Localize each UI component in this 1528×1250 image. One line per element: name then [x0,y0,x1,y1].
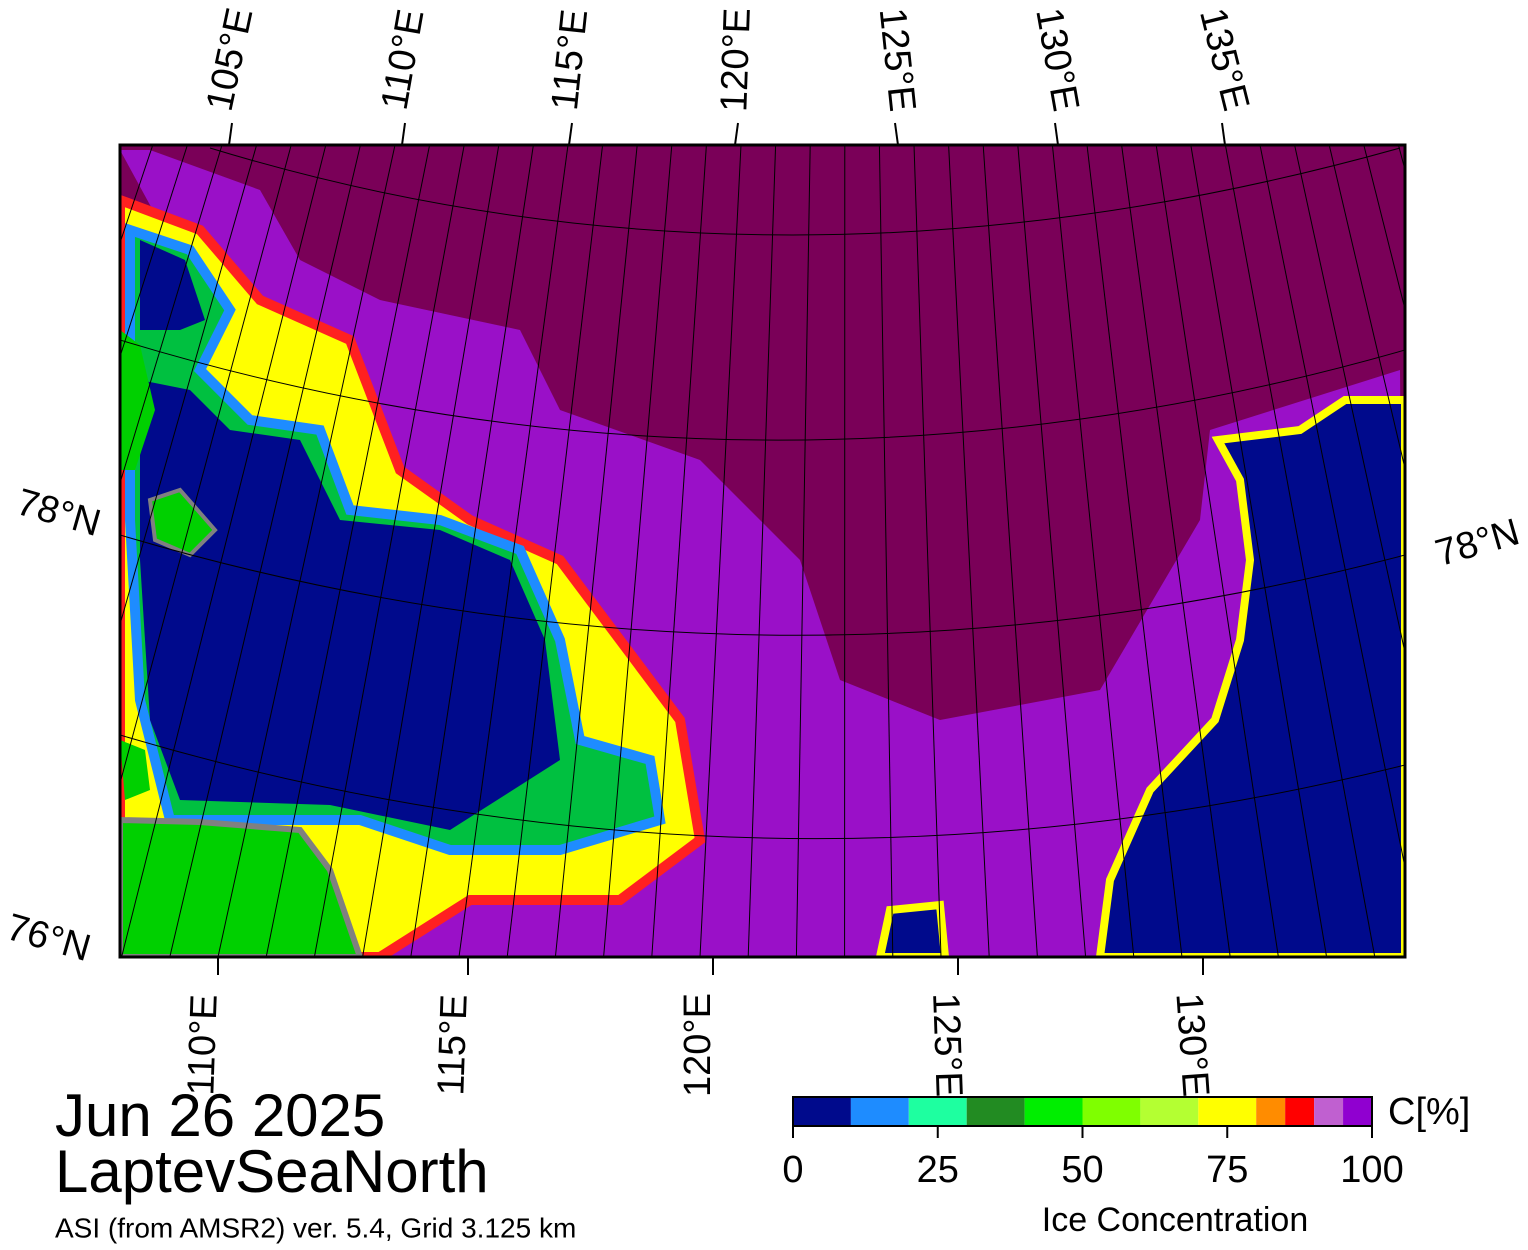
longitude-label: 110°E [374,6,433,113]
meridian [120,145,223,485]
longitude-label: 115°E [430,994,476,1097]
longitude-label: 135°E [1191,4,1257,115]
meridian [169,145,361,957]
longitude-label: 130°E [1167,992,1216,1099]
tick [228,122,233,146]
meridian [651,145,707,957]
colorbar-tick-label: 100 [1340,1149,1403,1191]
colorbar-segment [1256,1097,1286,1126]
colorbar-segment [966,1097,1025,1126]
land [147,487,218,558]
meridian [1017,145,1087,957]
meridian [1259,145,1405,870]
date: Jun 26 2025 [55,1082,385,1149]
meridian [1363,145,1405,312]
meridian [795,145,811,957]
colorbar-segment [1343,1097,1372,1126]
meridian [0,145,49,957]
latitude-label: 78°N [12,481,105,545]
source-note: ASI (from AMSR2) ver. 5.4, Grid 3.125 km [55,1212,576,1243]
meridian [410,145,534,957]
parallel [209,147,1401,236]
tick [568,122,573,146]
meridian [554,145,638,957]
open-water [1095,396,1405,957]
colorbar-segment [1082,1097,1141,1126]
meridian [1190,145,1328,957]
longitude-label: 125°E [871,6,924,114]
meridian [313,145,465,957]
longitude-label: 115°E [544,7,596,112]
meridian [120,145,188,359]
colorbar-tick-label: 75 [1206,1149,1248,1191]
parallel [120,734,1405,840]
longitude-label: 130°E [1027,5,1086,115]
meridian [913,145,942,957]
colorbar-tick-label: 0 [782,1149,803,1191]
region-name: LaptevSeaNorth [55,1138,489,1205]
longitude-label: 105°E [199,4,262,114]
colorbar-segment [1285,1097,1315,1126]
open-water [875,900,950,957]
meridian [1086,145,1183,957]
tick [1054,122,1059,146]
colorbar-unit: C[%] [1388,1091,1470,1133]
latitude-label: 78°N [1431,511,1524,575]
colorbar-segment [1024,1097,1083,1126]
longitude-label: 120°E [713,7,759,112]
longitude-label: 120°E [677,993,719,1097]
meridian [0,145,84,957]
meridian [362,145,500,957]
meridian [120,145,258,627]
tick [894,122,899,146]
parallel [120,534,1405,636]
meridian [1121,145,1231,957]
meridian [0,145,118,957]
colorbar-segment [1198,1097,1257,1126]
meridian [1224,145,1376,957]
colorbar-segment [850,1097,909,1126]
meridian [747,145,777,957]
meridian [0,145,14,957]
tick [734,122,739,146]
meridian [1294,145,1405,655]
longitude-label: 125°E [924,992,970,1097]
graticule [0,145,1405,957]
meridian [120,145,292,786]
colorbar-segment [1140,1097,1199,1126]
meridian [603,145,673,957]
colorbar-tick-label: 25 [917,1149,959,1191]
meridian [217,145,396,957]
map-frame [118,143,1407,959]
colorbar-label: Ice Concentration [1042,1201,1309,1239]
latitude-label: 76°N [2,906,95,970]
meridian [878,145,894,957]
meridian [121,145,327,957]
tick [1221,122,1226,146]
meridian [265,145,431,957]
meridian [982,145,1038,957]
open-water [140,380,560,830]
map-area [0,145,1405,957]
meridian [1155,145,1279,957]
meridian [1051,145,1135,957]
colorbar-tick-label: 50 [1061,1149,1103,1191]
colorbar-segment [1314,1097,1344,1126]
parallel [120,339,1405,441]
colorbar-segment [793,1097,851,1126]
meridian [506,145,604,957]
tick [401,122,406,146]
meridian [948,145,990,957]
open-water [140,240,205,330]
meridian [458,145,569,957]
land [120,330,155,470]
meridian [1328,145,1405,471]
longitude-label: 110°E [180,994,226,1097]
meridian [699,145,742,957]
colorbar-segment [908,1097,967,1126]
